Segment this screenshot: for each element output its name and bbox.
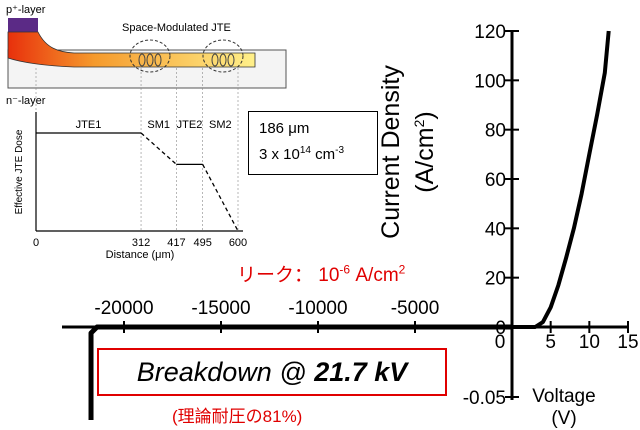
y-tick-label: 40 — [485, 219, 506, 240]
jte-doping-region — [7, 31, 256, 68]
inset-y-axis-label: Effective JTE Dose — [14, 129, 25, 214]
inset-guides — [35, 68, 239, 231]
inset-x-tick: 600 — [229, 237, 247, 249]
p-layer-label: p⁺-layer — [6, 4, 46, 16]
inset-region-labels: JTE1 SM1 JTE2 SM2 — [76, 119, 232, 131]
inset-x-tick: 495 — [193, 237, 211, 249]
inset-region-label: JTE2 — [177, 119, 203, 131]
breakdown-box: Breakdown @ 21.7 kV — [97, 348, 447, 396]
x-ticks: -20000 -15000 -10000 -5000 0 5 10 15 — [94, 298, 638, 353]
y-tick-label: 120 — [474, 22, 506, 43]
x-tick-label: -15000 — [191, 298, 250, 319]
dose-segment — [202, 164, 239, 232]
p-layer-block — [8, 18, 38, 32]
x-tick-label: -20000 — [94, 298, 153, 319]
x-tick-label: 0 — [495, 332, 506, 353]
info-box: 186 μm 3 x 1014 cm-3 — [248, 111, 378, 175]
inset-x-tick: 312 — [132, 237, 150, 249]
x-axis-label: Voltage (V) — [532, 386, 596, 429]
x-tick-label: 15 — [617, 332, 638, 353]
forward-iv-curve — [512, 30, 611, 329]
sm1-highlight — [129, 39, 171, 73]
x-tick-label: 5 — [545, 332, 556, 353]
dose-segment — [140, 132, 177, 165]
iv-curves — [88, 30, 611, 420]
thickness-value: 186 μm — [259, 120, 310, 137]
sm2-highlight — [202, 39, 244, 73]
n-layer-label: n⁻-layer — [6, 95, 46, 107]
inset-x-axis-label: Distance (μm) — [106, 249, 175, 261]
doping-value: 3 x 1014 cm-3 — [259, 145, 345, 163]
inset-dose-plot: JTE1 SM1 JTE2 SM2 0 312 417 495 600 Effective J… — [14, 112, 247, 261]
y-tick-label: -0.05 — [463, 388, 506, 409]
jte-title: Space-Modulated JTE — [122, 22, 231, 34]
sm2-rings — [211, 53, 235, 67]
x-tick-label: 10 — [579, 332, 600, 353]
inset-region-label: SM1 — [147, 119, 170, 131]
y-tick-label: 100 — [474, 71, 506, 92]
x-tick-label: -10000 — [288, 298, 347, 319]
inset-profile — [36, 132, 239, 232]
y-tick-label: 20 — [485, 269, 506, 290]
breakdown-prefix: Breakdown @ — [136, 357, 315, 387]
reverse-leakage-curve — [88, 324, 512, 420]
inset-x-tick: 417 — [167, 237, 185, 249]
inset-region-label: SM2 — [209, 119, 232, 131]
leakage-annotation: リーク： 10-6 A/cm2 — [237, 262, 406, 286]
breakdown-note: (理論耐圧の81%) — [172, 407, 303, 426]
inset-x-tick: 0 — [33, 237, 39, 249]
breakdown-value: 21.7 kV — [314, 357, 408, 387]
inset-x-ticks: 0 312 417 495 600 — [33, 237, 247, 249]
y-axis-label: Current Density (A/cm2) — [376, 65, 440, 239]
inset-device: p⁺-layer n⁻-layer Space-Modulated JTE — [6, 4, 287, 231]
x-tick-label: -5000 — [391, 298, 440, 319]
sm1-rings — [138, 53, 162, 67]
y-tick-label: 80 — [485, 121, 506, 142]
y-tick-label: 60 — [485, 170, 506, 191]
inset-region-label: JTE1 — [76, 119, 102, 131]
